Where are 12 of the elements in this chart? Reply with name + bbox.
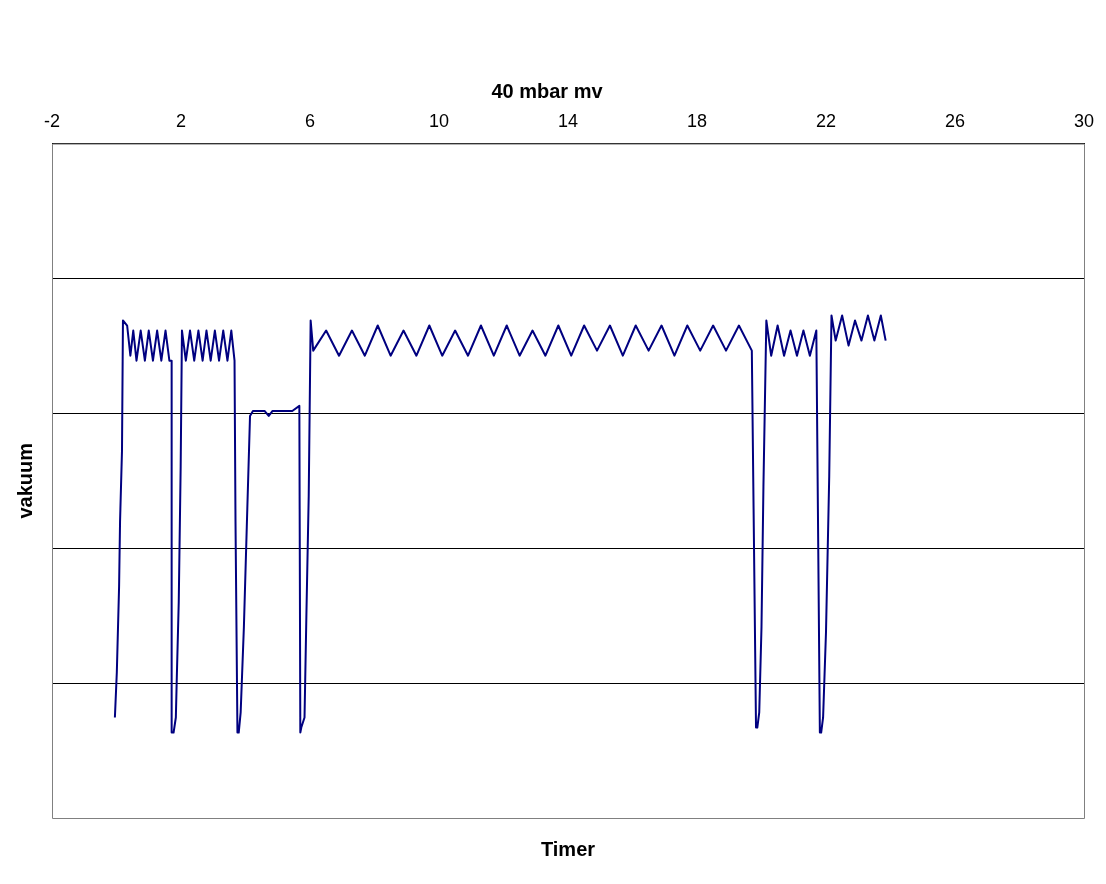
x-axis-title: Timer	[540, 837, 596, 860]
x-tick-label: 26	[944, 110, 966, 131]
x-tick-label: -2	[43, 110, 61, 131]
x-tick-label: 10	[428, 110, 450, 131]
x-tick-label: 14	[557, 110, 579, 131]
x-tick-label: 30	[1073, 110, 1095, 131]
y-axis-title: vakuum	[13, 443, 36, 519]
chart-title: 40 mbar mv	[491, 79, 604, 102]
x-tick-label: 2	[175, 110, 187, 131]
x-tick-label: 22	[815, 110, 837, 131]
x-tick-label: 18	[686, 110, 708, 131]
x-tick-label: 6	[304, 110, 316, 131]
